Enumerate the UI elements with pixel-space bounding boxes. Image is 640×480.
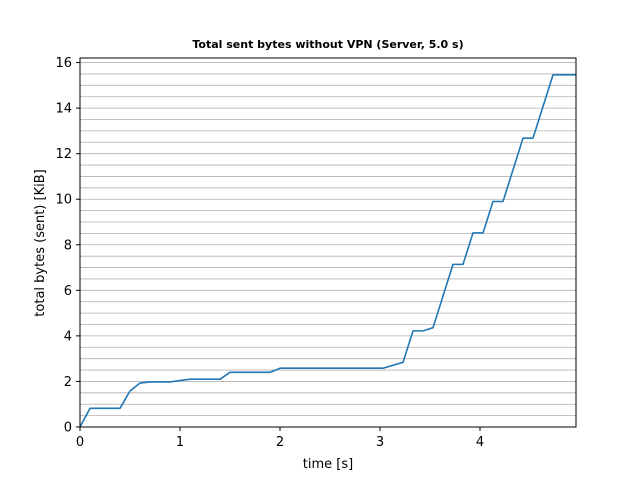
y-tick-label: 12 (55, 147, 72, 162)
y-tick-label: 10 (55, 193, 72, 208)
y-tick-label: 16 (55, 56, 72, 71)
chart-title: Total sent bytes without VPN (Server, 5.… (192, 38, 463, 51)
x-tick-label: 1 (176, 435, 184, 450)
grid-lines (80, 62, 576, 417)
plot-frame (79, 57, 577, 428)
series-line (79, 74, 576, 428)
y-tick-label: 2 (64, 375, 72, 390)
y-tick-label: 14 (55, 102, 72, 117)
x-tick-label: 0 (76, 435, 84, 450)
x-axis-label: time [s] (303, 457, 353, 472)
x-tick-label: 2 (276, 435, 284, 450)
y-tick-label: 4 (64, 329, 72, 344)
x-tick-label: 3 (376, 435, 384, 450)
x-axis-ticks: 0 1 2 3 4 (76, 427, 484, 450)
y-tick-label: 8 (64, 238, 72, 253)
y-axis-ticks: 0 2 4 6 8 10 12 14 16 (55, 56, 80, 436)
y-axis-label: total bytes (sent) [KiB] (33, 169, 48, 316)
series-group (79, 74, 576, 428)
y-tick-label: 6 (64, 284, 72, 299)
y-tick-label: 0 (64, 421, 72, 436)
x-tick-label: 4 (476, 435, 484, 450)
